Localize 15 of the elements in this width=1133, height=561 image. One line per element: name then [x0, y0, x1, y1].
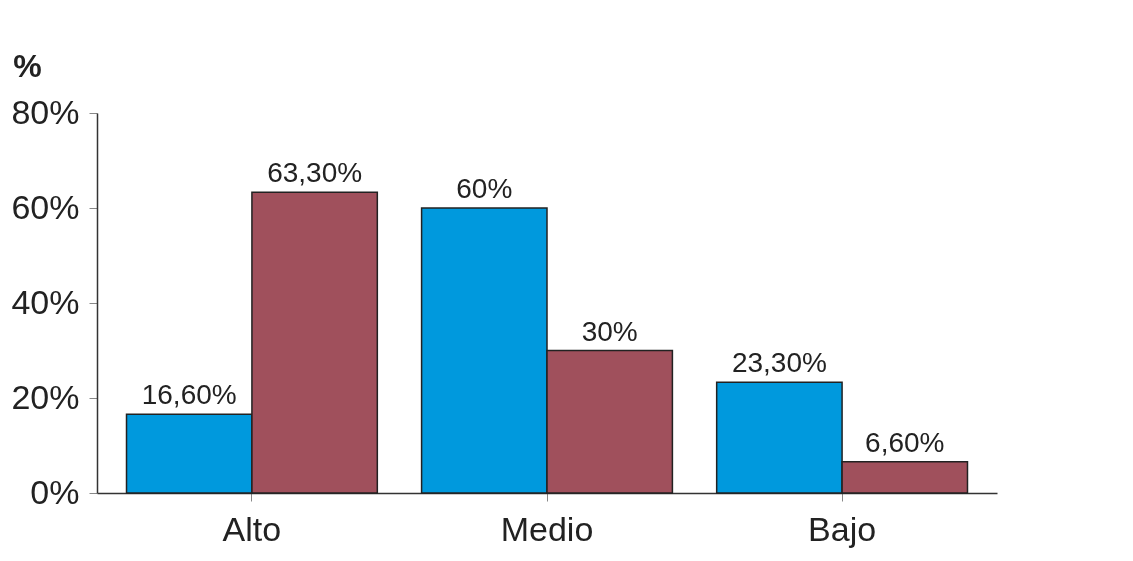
x-tick-label: Alto: [222, 509, 282, 548]
y-tick-label: 40%: [11, 282, 80, 321]
data-label: 60%: [456, 173, 513, 204]
y-tick-label: 60%: [11, 187, 80, 226]
data-label: 30%: [581, 315, 638, 347]
data-label: 6,60%: [865, 426, 945, 458]
data-label: 23,30%: [731, 347, 827, 379]
data-label: 16,60%: [141, 379, 237, 411]
x-tick-label: Medio: [500, 509, 594, 548]
x-tick-label: Bajo: [808, 509, 877, 548]
y-tick-label: 20%: [11, 377, 80, 416]
y-tick-label: 80%: [11, 92, 80, 131]
y-axis-title: %: [13, 47, 42, 84]
y-tick-label: 0%: [30, 472, 80, 511]
data-label: 63,30%: [267, 157, 363, 189]
